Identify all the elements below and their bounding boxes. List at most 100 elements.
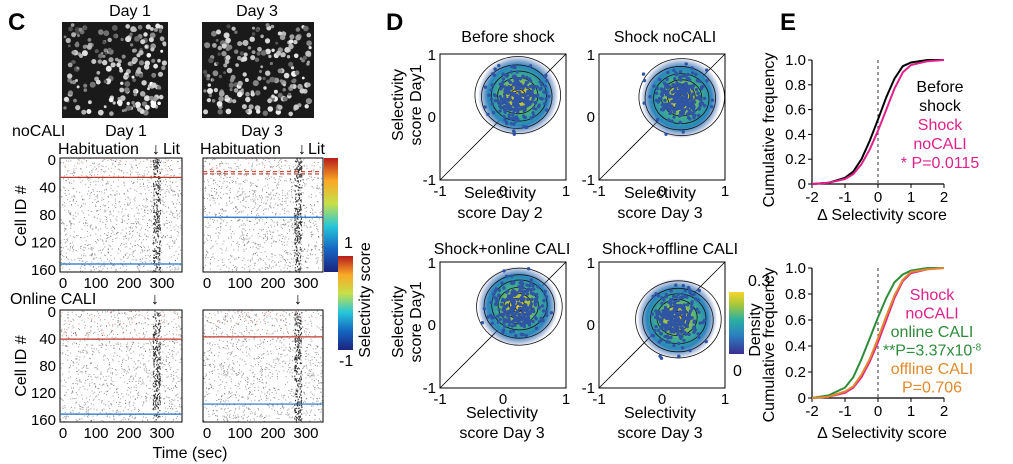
spike	[218, 169, 220, 171]
spike	[311, 170, 313, 171]
spike	[242, 372, 244, 374]
spike	[153, 185, 155, 188]
spike	[105, 375, 107, 377]
spike	[120, 161, 122, 163]
spike	[285, 361, 287, 363]
spike	[312, 179, 314, 181]
spike	[166, 243, 168, 245]
spike	[294, 228, 296, 230]
spike	[111, 229, 113, 231]
spike	[237, 241, 239, 243]
spike	[140, 258, 142, 260]
spike	[151, 205, 153, 207]
spike	[94, 331, 96, 333]
spike	[90, 248, 92, 250]
spike	[257, 207, 259, 209]
spike	[298, 241, 300, 243]
spike	[251, 184, 252, 186]
spike	[310, 364, 312, 366]
spike	[237, 322, 239, 324]
spike	[305, 382, 307, 384]
spike	[231, 201, 233, 203]
spike	[309, 375, 311, 377]
spike	[301, 221, 303, 224]
spike	[321, 361, 323, 363]
spike	[115, 269, 117, 271]
spike	[106, 237, 108, 239]
spike	[139, 233, 141, 235]
spike	[311, 193, 313, 195]
spike	[162, 211, 164, 213]
spike	[142, 420, 143, 422]
spike	[117, 324, 119, 326]
spike	[302, 181, 304, 183]
spike	[127, 318, 129, 320]
spike	[133, 215, 135, 217]
spike	[315, 359, 317, 361]
spike	[136, 231, 138, 233]
spike	[302, 256, 304, 258]
spike	[217, 235, 219, 237]
spike	[300, 213, 302, 215]
spike	[112, 330, 114, 332]
cell-soma	[157, 71, 164, 77]
spike	[113, 264, 115, 266]
spike	[70, 245, 71, 247]
spike	[126, 271, 128, 273]
spike	[155, 173, 157, 175]
spike	[216, 333, 218, 335]
spike	[102, 159, 104, 161]
cell-soma	[237, 55, 242, 61]
spike	[121, 218, 123, 220]
spike	[311, 249, 313, 250]
spike	[147, 230, 149, 232]
spike	[155, 203, 157, 205]
spike	[100, 330, 102, 332]
spike	[306, 168, 308, 170]
spike	[62, 339, 64, 341]
spike	[105, 223, 106, 225]
spike	[301, 170, 303, 172]
spike	[289, 261, 291, 263]
spike	[90, 270, 92, 272]
spike	[292, 201, 294, 203]
spike	[265, 386, 267, 388]
spike	[159, 381, 161, 383]
spike	[166, 356, 168, 358]
spike	[129, 387, 131, 389]
spike	[68, 210, 70, 212]
spike	[165, 190, 167, 192]
spike	[102, 165, 104, 167]
cell-soma	[245, 91, 250, 97]
spike	[155, 230, 157, 232]
spike	[309, 332, 310, 333]
spike	[134, 375, 136, 377]
spike	[158, 264, 160, 266]
spike	[96, 217, 98, 219]
spike	[137, 178, 138, 180]
spike	[113, 175, 115, 177]
spike	[292, 185, 294, 187]
spike	[74, 172, 76, 174]
spike	[297, 240, 299, 242]
spike	[273, 207, 275, 209]
spike	[255, 196, 257, 198]
spike	[165, 216, 167, 218]
spike	[127, 366, 129, 368]
spike	[69, 220, 71, 222]
spike	[321, 254, 323, 256]
spike	[294, 223, 296, 225]
spike	[167, 345, 169, 347]
spike	[276, 320, 278, 322]
spike	[89, 165, 91, 167]
spike	[152, 243, 154, 245]
spike	[101, 197, 103, 199]
spike	[225, 192, 227, 194]
spike	[153, 207, 155, 209]
spike	[288, 230, 290, 232]
spike	[118, 361, 120, 363]
spike	[219, 232, 221, 234]
spike	[300, 222, 301, 224]
spike	[306, 367, 308, 369]
spike	[83, 249, 85, 251]
